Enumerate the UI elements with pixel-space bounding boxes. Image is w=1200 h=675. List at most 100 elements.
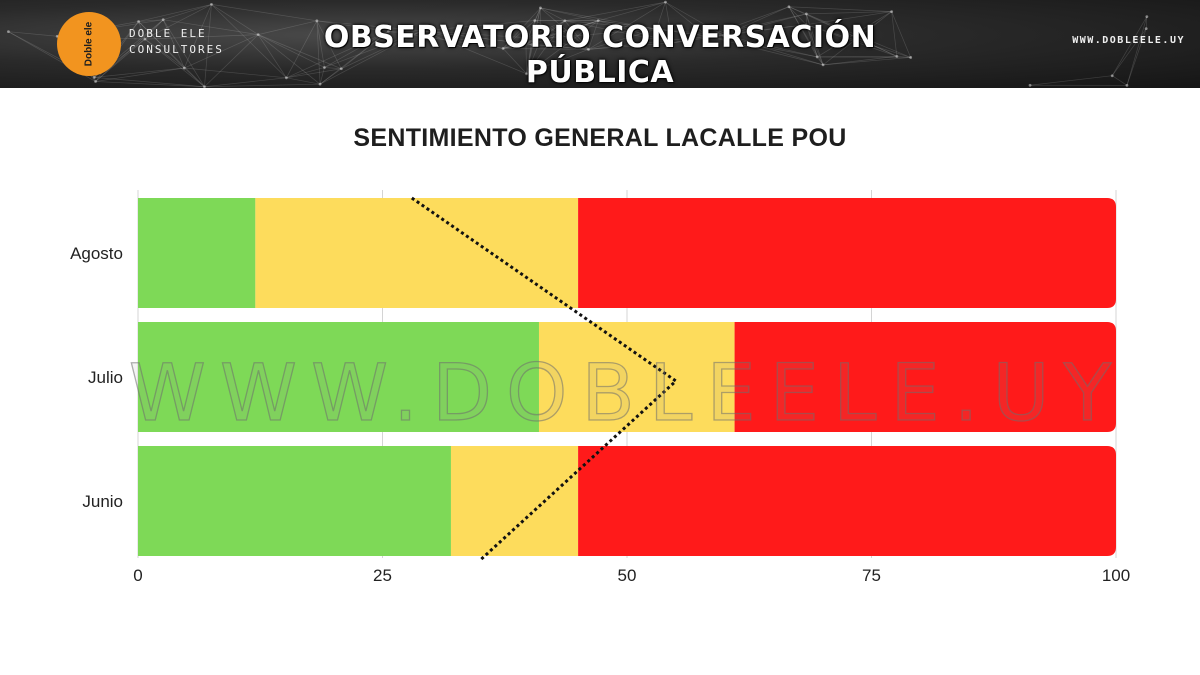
network-node <box>420 29 424 33</box>
network-line <box>540 7 589 50</box>
network-line <box>211 4 259 35</box>
network-line <box>204 34 259 87</box>
network-node <box>256 33 260 37</box>
network-line <box>1111 16 1148 76</box>
network-line <box>588 35 708 50</box>
logo: Doble ele <box>57 12 121 76</box>
network-node <box>7 30 10 34</box>
network-line <box>138 21 205 87</box>
network-line <box>788 6 807 25</box>
network-node <box>323 66 326 69</box>
network-line <box>526 44 533 74</box>
network-line <box>421 30 526 44</box>
watermark-text: WWW.DOBLEELE.UY <box>129 349 1125 439</box>
network-line <box>95 19 164 82</box>
network-line <box>503 48 589 50</box>
network-line <box>817 55 897 58</box>
network-line <box>564 20 589 50</box>
network-node <box>501 47 505 50</box>
brand-name: DOBLE ELE CONSULTORES <box>129 26 224 58</box>
network-line <box>665 1 724 36</box>
network-node <box>94 80 97 83</box>
network-line <box>184 67 287 79</box>
x-tick-label: 0 <box>133 566 142 585</box>
network-line <box>502 20 599 49</box>
network-line <box>656 28 724 36</box>
network-line <box>341 31 389 70</box>
bar-segment <box>255 198 579 308</box>
x-tick-label: 100 <box>1102 566 1130 585</box>
network-line <box>723 13 807 36</box>
network-line <box>707 35 818 58</box>
network-line <box>707 13 807 37</box>
network-line <box>144 38 205 88</box>
network-line <box>806 13 824 65</box>
network-line <box>806 13 911 58</box>
network-node <box>1110 74 1114 78</box>
network-line <box>211 4 287 79</box>
network-line <box>388 31 504 49</box>
network-line <box>286 77 321 85</box>
header-banner: Doble ele DOBLE ELE CONSULTORES OBSERVAT… <box>0 0 1200 88</box>
bar-segment <box>734 322 1116 432</box>
network-line <box>531 20 566 45</box>
network-line <box>788 6 892 12</box>
network-line <box>788 6 824 66</box>
network-line <box>388 30 423 32</box>
network-line <box>502 20 565 49</box>
network-node <box>563 19 567 23</box>
network-line <box>531 7 541 45</box>
network-line <box>1112 75 1128 86</box>
network-line <box>707 35 724 37</box>
network-line <box>8 31 58 37</box>
network-line <box>422 20 535 32</box>
network-line <box>525 43 589 50</box>
network-node <box>1028 83 1032 87</box>
network-line <box>531 20 599 45</box>
network-line <box>257 34 287 78</box>
network-node <box>203 85 206 88</box>
network-node <box>137 20 140 23</box>
network-line <box>723 35 824 66</box>
network-node <box>525 72 529 76</box>
network-node <box>909 56 913 59</box>
network-line <box>421 30 527 75</box>
network-node <box>1125 83 1129 87</box>
network-line <box>816 56 824 66</box>
network-node <box>210 3 213 6</box>
network-line <box>422 30 541 40</box>
network-line <box>1126 28 1147 86</box>
network-line <box>540 7 566 22</box>
network-line <box>258 34 325 68</box>
network-line <box>502 38 541 49</box>
network-line <box>319 67 325 85</box>
x-tick-label: 25 <box>373 566 392 585</box>
network-node <box>804 23 808 27</box>
network-line <box>598 20 708 37</box>
bar-segment <box>538 322 735 432</box>
network-node <box>655 27 658 31</box>
network-line <box>534 20 589 50</box>
network-line <box>316 20 342 69</box>
bar-segment <box>578 198 1116 308</box>
network-line <box>531 38 542 45</box>
network-line <box>94 76 205 88</box>
network-node <box>92 75 96 79</box>
network-line <box>163 19 259 35</box>
network-line <box>138 21 146 40</box>
network-line <box>319 68 342 85</box>
network-line <box>324 31 389 68</box>
network-line <box>316 20 325 68</box>
network-node <box>787 5 791 9</box>
network-line <box>588 28 657 50</box>
network-line <box>896 55 911 58</box>
bar-segment <box>450 446 579 556</box>
network-line <box>1030 75 1113 86</box>
network-node <box>895 54 899 58</box>
network-line <box>502 48 527 75</box>
brand-line-2: CONSULTORES <box>129 43 224 56</box>
network-line <box>211 4 317 22</box>
network-line <box>806 13 818 58</box>
network-node <box>1145 15 1149 19</box>
